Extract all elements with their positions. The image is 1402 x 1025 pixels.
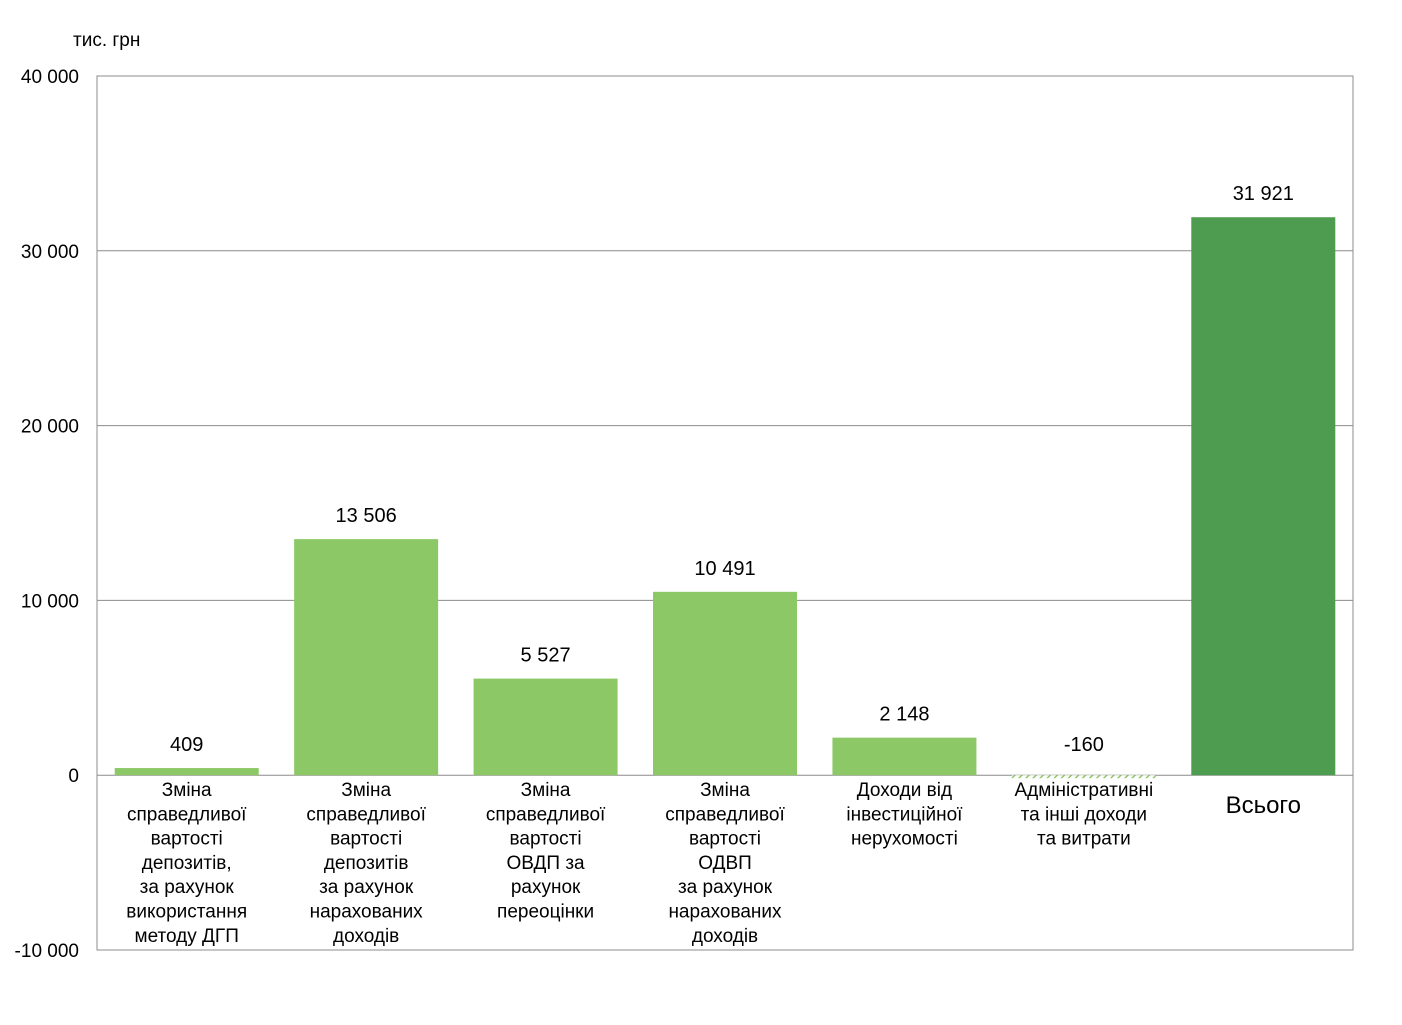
- category-label-line: за рахунок: [319, 877, 414, 898]
- category-label-line: Адміністративні: [1014, 780, 1153, 801]
- category-label-line: вартості: [151, 829, 223, 850]
- data-label: -160: [1064, 734, 1104, 756]
- category-label-line: доходів: [692, 926, 758, 947]
- y-tick-label: 10 000: [21, 591, 79, 612]
- bar: [653, 591, 797, 776]
- bar: [294, 539, 439, 776]
- category-label: Зміна справедливої вартості депозитів, за ра…: [126, 780, 247, 947]
- category-label-line: Зміна: [341, 780, 391, 801]
- data-label: 2 148: [879, 704, 929, 726]
- category-label-line: переоцінки: [497, 902, 594, 923]
- y-tick-label: -10 000: [15, 941, 79, 962]
- data-label: 409: [170, 734, 203, 756]
- category-label: Зміна справедливої вартості ОВДП за рахунок п…: [486, 780, 606, 923]
- data-label: 10 491: [694, 558, 755, 580]
- category-label: Доходи від інвестиційної нерухомості: [846, 780, 963, 850]
- data-labels: 409 13 506 5 527 10 491 2 148 -160 31 921: [170, 183, 1294, 756]
- bar: [1011, 775, 1156, 779]
- category-label: Всього: [1226, 792, 1301, 819]
- category-label-line: нерухомості: [851, 829, 958, 850]
- category-label: Адміністративні та інші доходи та витрати: [1014, 780, 1153, 850]
- category-label-line: рахунок: [511, 877, 581, 898]
- y-tick-label: 0: [68, 766, 79, 787]
- y-tick-label: 30 000: [21, 242, 79, 263]
- category-label-line: використання: [126, 902, 247, 923]
- category-label-line: вартості: [330, 829, 402, 850]
- category-label-line: Доходи від: [857, 780, 952, 801]
- category-label-line: вартості: [689, 829, 761, 850]
- category-label-line: ОВДП за: [507, 853, 586, 874]
- y-tick-label: 20 000: [21, 417, 79, 438]
- category-label-line: ОДВП: [698, 853, 752, 874]
- category-label-line: Всього: [1226, 792, 1301, 819]
- y-axis-ticks: 40 000 30 000 20 000 10 000 0 -10 000: [15, 67, 79, 962]
- category-label-line: депозитів: [324, 853, 409, 874]
- bar: [114, 768, 259, 776]
- category-label-line: інвестиційної: [846, 804, 963, 825]
- bar: [1191, 217, 1336, 776]
- bars: [114, 217, 1336, 779]
- category-label-line: Зміна: [162, 780, 212, 801]
- category-label-line: та інші доходи: [1021, 804, 1147, 825]
- category-label-line: депозитів,: [142, 853, 232, 874]
- category-label-line: та витрати: [1037, 829, 1131, 850]
- y-tick-label: 40 000: [21, 67, 79, 88]
- plot-frame: [96, 75, 1354, 951]
- category-label-line: Зміна: [700, 780, 750, 801]
- category-label-line: за рахунок: [678, 877, 773, 898]
- category-label-line: нарахованих: [310, 902, 424, 923]
- bar: [832, 737, 977, 776]
- category-label-line: вартості: [510, 829, 582, 850]
- category-label-line: справедливої: [486, 804, 606, 825]
- category-label-line: нарахованих: [668, 902, 782, 923]
- category-label-line: доходів: [333, 926, 399, 947]
- category-label: Зміна справедливої вартості депозитів за рах…: [306, 780, 426, 947]
- bar: [473, 678, 618, 776]
- data-label: 5 527: [521, 645, 571, 667]
- data-label: 13 506: [336, 505, 397, 527]
- category-labels: Зміна справедливої вартості депозитів, за ра…: [126, 780, 1301, 947]
- category-label-line: справедливої: [306, 804, 426, 825]
- category-label-line: справедливої: [665, 804, 785, 825]
- category-label-line: за рахунок: [140, 877, 235, 898]
- unit-label: тис. грн: [73, 30, 140, 51]
- category-label-line: Зміна: [521, 780, 571, 801]
- category-label-line: методу ДГП: [135, 926, 239, 947]
- category-label: Зміна справедливої вартості ОДВП за рахунок н…: [665, 780, 785, 947]
- data-label: 31 921: [1233, 183, 1294, 205]
- category-label-line: справедливої: [127, 804, 247, 825]
